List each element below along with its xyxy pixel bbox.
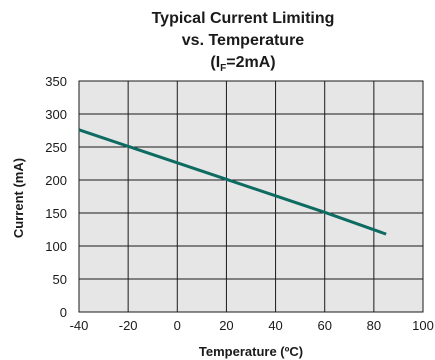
y-tick-label: 350: [45, 74, 67, 89]
y-tick-label: 0: [60, 305, 67, 320]
x-tick-label: -40: [70, 318, 89, 333]
y-tick-label: 250: [45, 140, 67, 155]
y-tick-labels: 0 50 100 150 200 250 300 350: [45, 74, 67, 320]
plot-area: [78, 80, 424, 313]
y-tick-label: 150: [45, 206, 67, 221]
y-tick-label: 300: [45, 107, 67, 122]
chart-subtitle: (IF=2mA): [210, 54, 275, 74]
y-tick-label: 200: [45, 173, 67, 188]
x-tick-label: 100: [412, 318, 434, 333]
x-tick-labels: -40 -20 0 20 40 60 80 100: [70, 318, 434, 333]
y-tick-label: 100: [45, 239, 67, 254]
chart-title-line-2: vs. Temperature: [182, 32, 305, 49]
y-tick-label: 50: [53, 272, 67, 287]
series-layer: [78, 128, 387, 236]
x-tick-label: -20: [119, 318, 138, 333]
series-line-0: [78, 128, 387, 236]
x-tick-label: 20: [219, 318, 233, 333]
x-tick-label: 40: [268, 318, 282, 333]
chart-title-line-1: Typical Current Limiting: [152, 10, 335, 27]
x-axis-label: Temperature (ºC): [199, 344, 303, 359]
x-tick-label: 60: [317, 318, 331, 333]
subtitle-subscript: F: [220, 63, 226, 74]
x-tick-label: 0: [174, 318, 181, 333]
y-axis-label: Current (mA): [11, 158, 26, 238]
x-tick-label: 80: [367, 318, 381, 333]
grid-lines: [78, 80, 424, 313]
